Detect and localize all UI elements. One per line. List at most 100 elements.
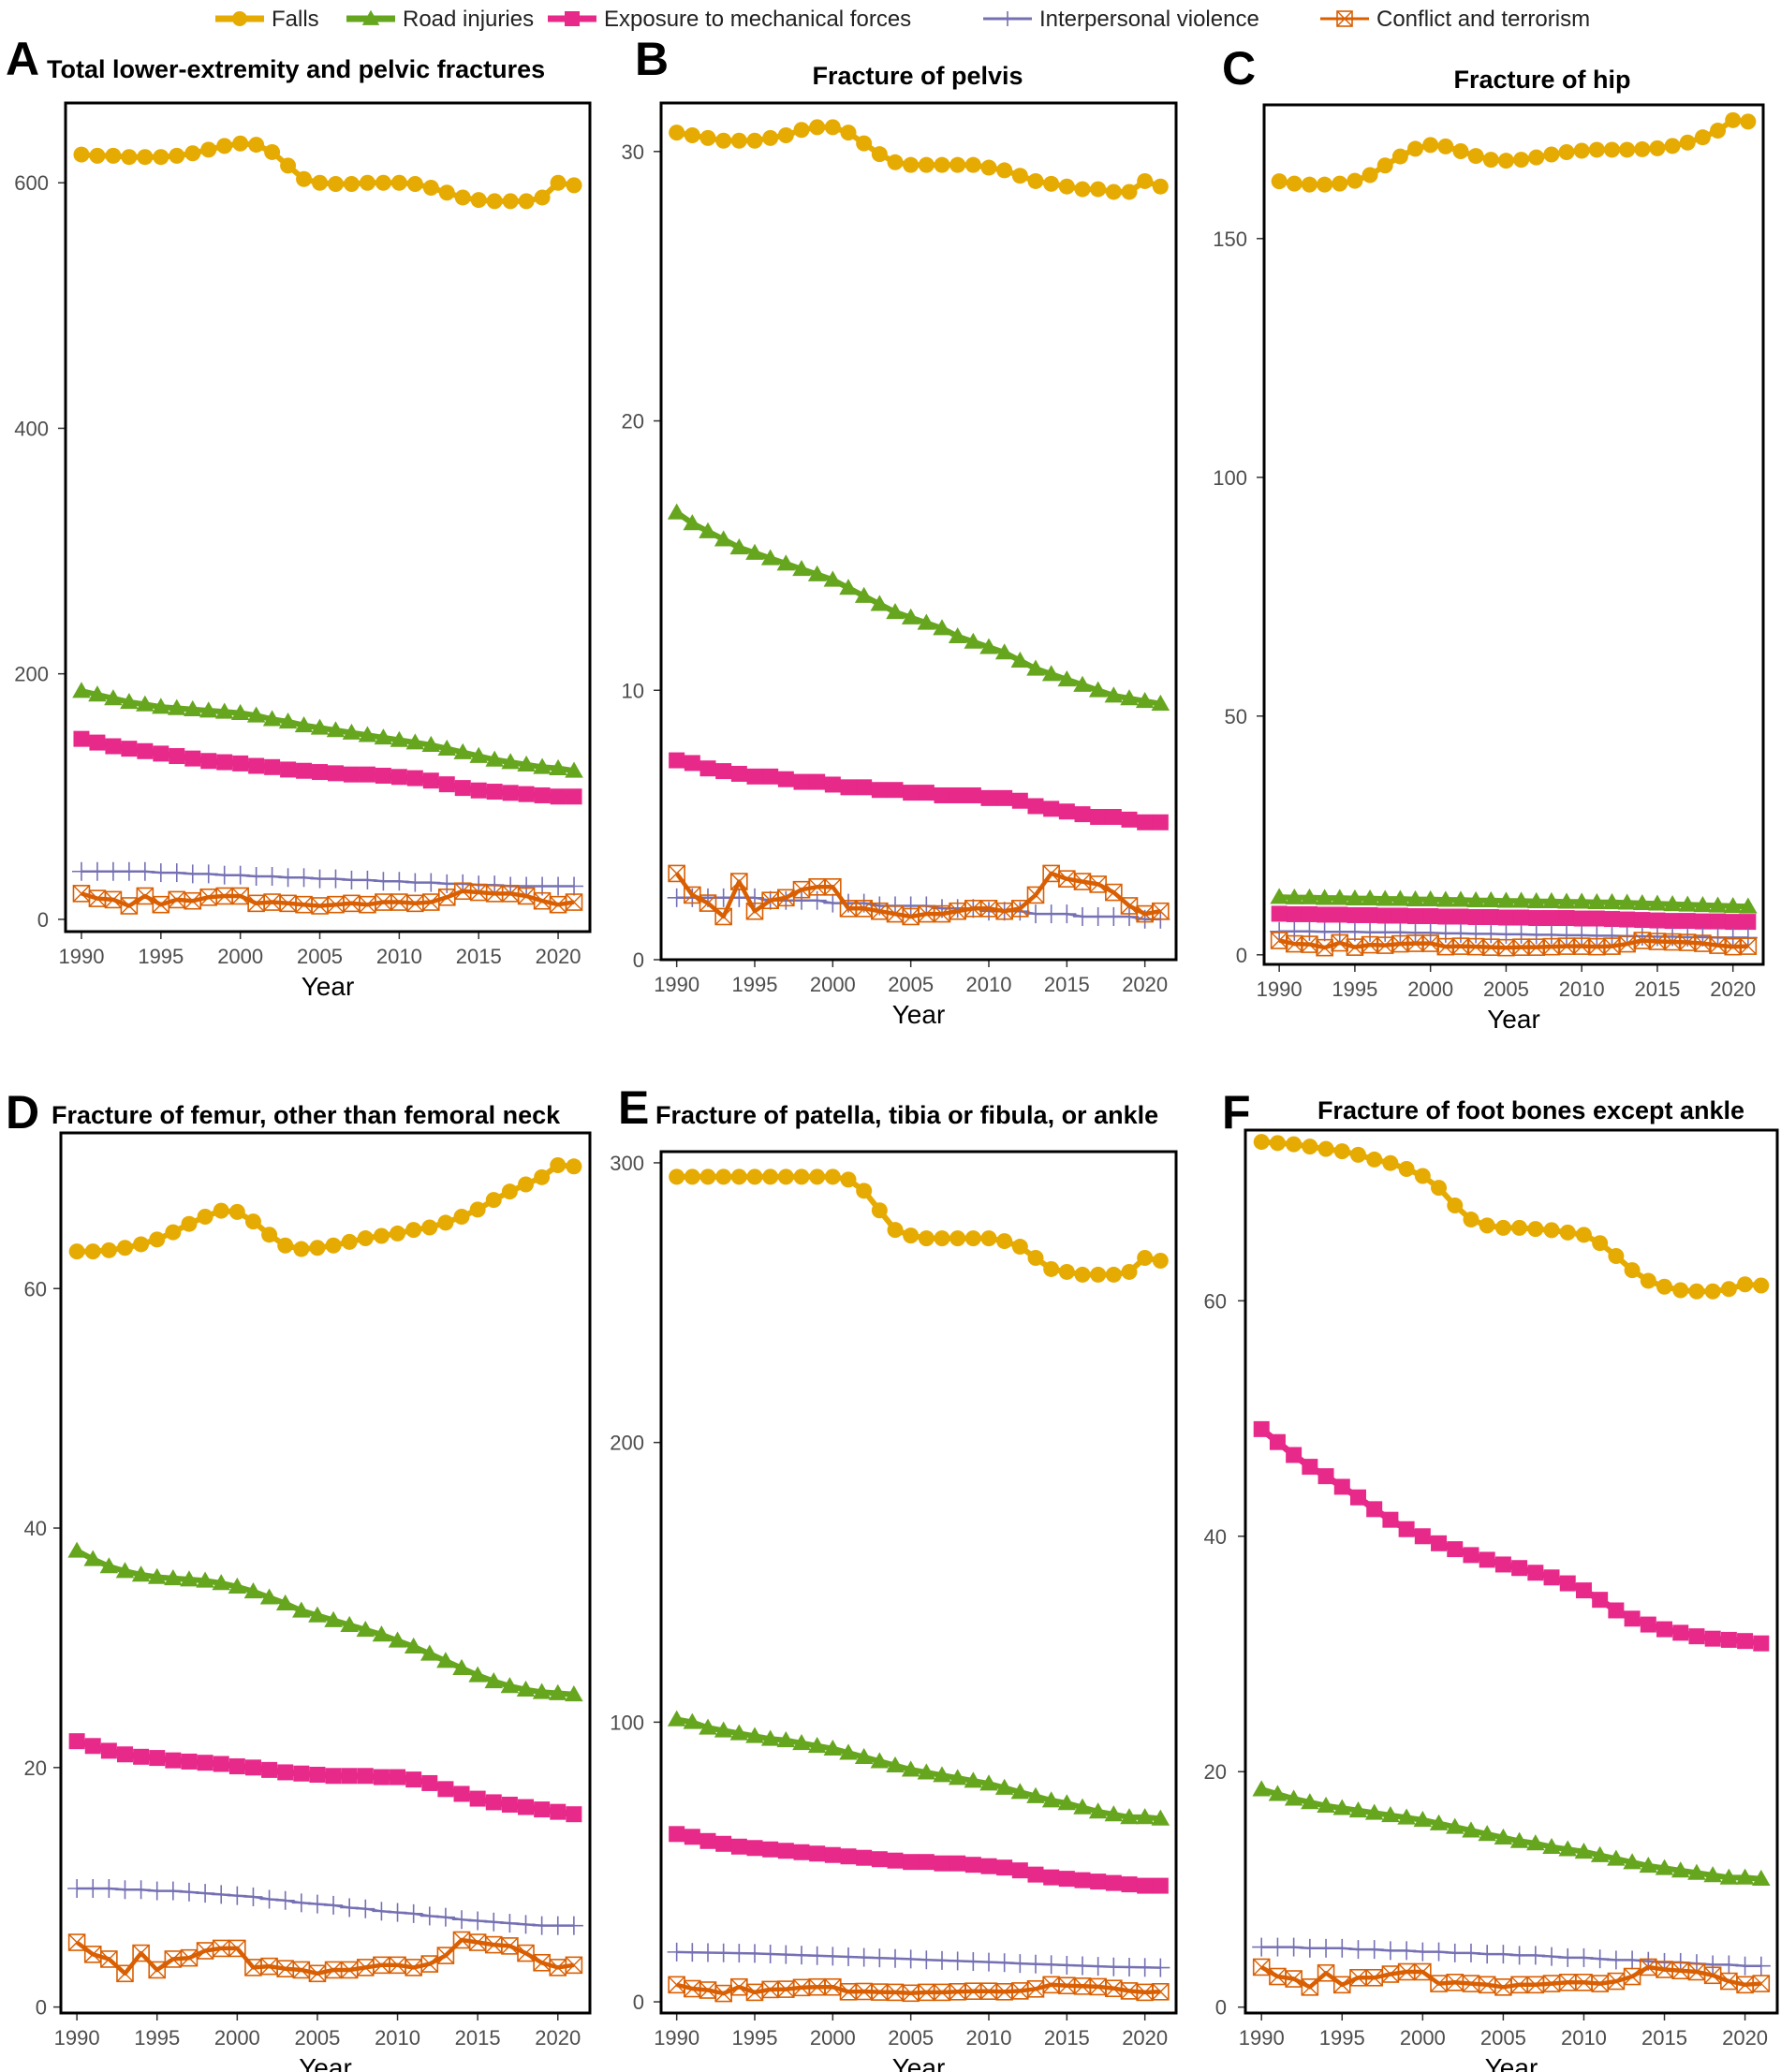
data-point xyxy=(714,530,733,547)
x-tick-label: 2005 xyxy=(1480,2026,1526,2050)
data-point xyxy=(1120,689,1139,706)
series-line xyxy=(1259,1426,1762,1647)
series-1 xyxy=(1270,888,1758,914)
y-tick-label: 0 xyxy=(37,908,49,932)
y-tick-label: 600 xyxy=(14,171,49,195)
data-point xyxy=(1253,1134,1270,1151)
data-point xyxy=(153,745,169,762)
data-point xyxy=(1058,803,1075,820)
x-tick-label: 2000 xyxy=(1400,2026,1446,2050)
data-point xyxy=(517,876,537,896)
data-point xyxy=(669,125,685,141)
data-point xyxy=(1656,1621,1673,1638)
data-point xyxy=(1648,894,1667,911)
panel-title: Fracture of foot bones except ankle xyxy=(1317,1096,1744,1124)
data-point xyxy=(437,739,457,756)
data-point xyxy=(1152,814,1169,830)
data-point xyxy=(359,174,375,191)
data-point xyxy=(105,147,122,164)
data-point xyxy=(1608,1248,1625,1265)
data-point xyxy=(1284,1937,1303,1957)
data-point xyxy=(184,145,201,162)
data-point xyxy=(405,733,425,750)
data-point xyxy=(856,779,873,796)
y-tick-label: 150 xyxy=(1213,228,1247,251)
data-point xyxy=(374,872,393,891)
data-point xyxy=(1074,181,1091,198)
series-1 xyxy=(667,503,1170,711)
legend-key-marker xyxy=(1336,10,1353,27)
x-tick-label: 2010 xyxy=(1559,977,1605,1001)
data-point xyxy=(1494,1556,1511,1573)
data-point xyxy=(934,156,950,173)
y-tick-label: 0 xyxy=(1215,1996,1227,2020)
data-point xyxy=(1382,1154,1399,1171)
data-point xyxy=(73,146,90,163)
data-point xyxy=(1437,138,1454,154)
data-point xyxy=(840,125,857,141)
data-point xyxy=(1104,686,1124,703)
data-point xyxy=(1380,1941,1400,1961)
data-point xyxy=(934,786,950,803)
data-point xyxy=(1497,153,1514,169)
data-point xyxy=(1286,1136,1303,1153)
data-point xyxy=(438,184,455,201)
series-0 xyxy=(1253,1134,1770,1300)
data-point xyxy=(230,865,250,885)
data-point xyxy=(1461,1943,1480,1962)
data-point xyxy=(980,159,997,176)
panel-letter: A xyxy=(6,33,39,85)
data-point xyxy=(1105,883,1123,902)
data-point xyxy=(1347,906,1363,923)
data-point xyxy=(1300,1938,1319,1958)
data-point xyxy=(1026,886,1045,904)
data-point xyxy=(839,900,858,918)
data-point xyxy=(1527,1221,1544,1238)
data-point xyxy=(1121,811,1138,828)
legend-label: Road injuries xyxy=(403,7,534,32)
data-point xyxy=(1737,1633,1754,1650)
data-point xyxy=(1447,1197,1464,1213)
x-tick-label: 2020 xyxy=(1722,2026,1768,2050)
data-point xyxy=(1252,1958,1271,1976)
data-point xyxy=(730,873,748,890)
data-point xyxy=(1634,140,1651,157)
data-point xyxy=(1603,141,1620,158)
series-2 xyxy=(73,730,582,805)
data-point xyxy=(89,734,106,751)
data-point xyxy=(1445,1943,1465,1962)
data-point xyxy=(1407,140,1424,157)
plot-frame xyxy=(64,101,592,933)
data-point xyxy=(1624,1610,1641,1627)
data-point xyxy=(296,762,313,779)
data-point xyxy=(1010,651,1030,668)
data-point xyxy=(1073,675,1092,692)
data-point xyxy=(1753,1277,1770,1294)
data-point xyxy=(1679,134,1696,151)
data-point xyxy=(137,149,154,166)
data-point xyxy=(1574,1947,1594,1967)
data-point xyxy=(745,543,764,560)
data-point xyxy=(119,861,139,881)
data-point xyxy=(1088,906,1108,926)
data-point xyxy=(1447,1541,1464,1558)
data-point xyxy=(886,904,905,923)
data-point xyxy=(699,760,716,777)
data-point xyxy=(840,779,857,796)
data-point xyxy=(949,786,966,803)
data-point xyxy=(948,626,967,644)
data-point xyxy=(1463,1212,1479,1228)
data-point xyxy=(1376,157,1393,174)
data-point xyxy=(1542,891,1561,909)
data-point xyxy=(326,721,346,738)
data-point xyxy=(964,156,981,173)
x-tick-label: 1990 xyxy=(1257,977,1303,1001)
data-point xyxy=(1120,906,1139,926)
data-point xyxy=(1332,1976,1351,1994)
data-point xyxy=(949,156,966,173)
data-point xyxy=(1688,1283,1705,1300)
data-point xyxy=(730,132,747,149)
data-point xyxy=(453,742,473,759)
data-point xyxy=(343,176,360,193)
